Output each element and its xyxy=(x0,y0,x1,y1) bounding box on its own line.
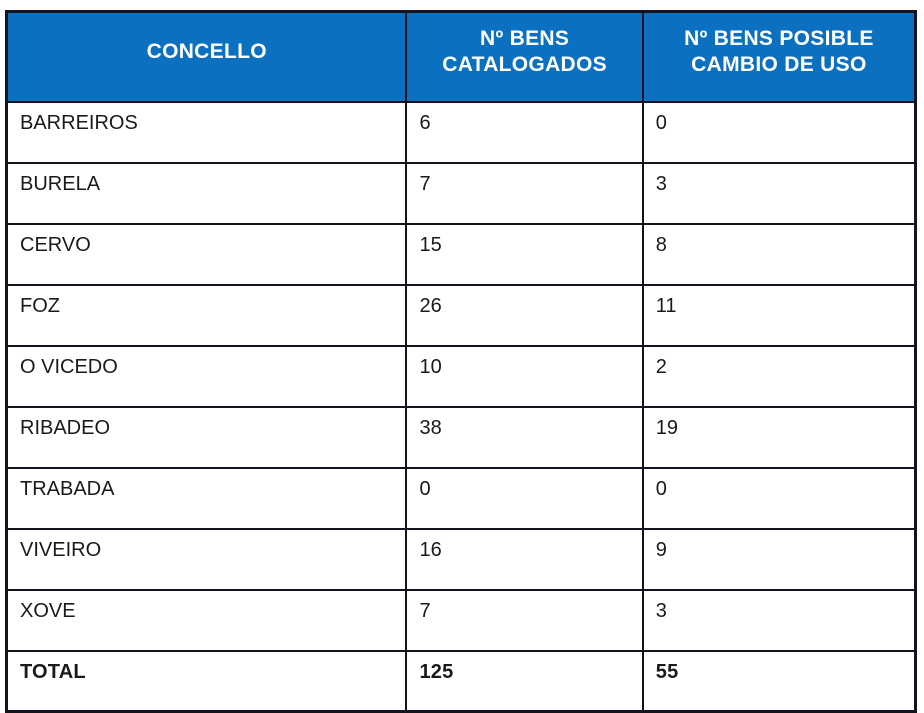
table-row: BURELA 7 3 xyxy=(5,161,917,225)
column-header-bens-catalogados: Nº BENS CATALOGADOS xyxy=(405,10,644,103)
cell-bens-catalogados: 7 xyxy=(405,588,644,652)
cell-bens-posible-cambio-uso: 3 xyxy=(641,161,917,225)
cell-bens-posible-cambio-uso: 3 xyxy=(641,588,917,652)
cell-bens-posible-cambio-uso: 11 xyxy=(641,283,917,347)
cell-bens-catalogados: 10 xyxy=(405,344,644,408)
cell-concello: BARREIROS xyxy=(5,100,408,164)
cell-bens-catalogados: 16 xyxy=(405,527,644,591)
total-bens-posible-cambio-uso-cell: 55 xyxy=(641,649,917,713)
catalog-table-container: CONCELLO Nº BENS CATALOGADOS Nº BENS POS… xyxy=(5,10,917,713)
cell-concello: TRABADA xyxy=(5,466,408,530)
cell-bens-posible-cambio-uso: 9 xyxy=(641,527,917,591)
cell-bens-catalogados: 38 xyxy=(405,405,644,469)
table-row: BARREIROS 6 0 xyxy=(5,100,917,164)
cell-bens-posible-cambio-uso: 8 xyxy=(641,222,917,286)
cell-bens-catalogados: 7 xyxy=(405,161,644,225)
cell-concello: O VICEDO xyxy=(5,344,408,408)
table-body: BARREIROS 6 0 BURELA 7 3 CERVO 15 8 FOZ … xyxy=(5,100,917,652)
column-header-concello: CONCELLO xyxy=(5,10,408,103)
cell-bens-posible-cambio-uso: 0 xyxy=(641,100,917,164)
cell-bens-posible-cambio-uso: 19 xyxy=(641,405,917,469)
table-row: CERVO 15 8 xyxy=(5,222,917,286)
cell-bens-catalogados: 26 xyxy=(405,283,644,347)
table-row: TRABADA 0 0 xyxy=(5,466,917,530)
table-row: RIBADEO 38 19 xyxy=(5,405,917,469)
table-row: FOZ 26 11 xyxy=(5,283,917,347)
cell-bens-catalogados: 6 xyxy=(405,100,644,164)
column-header-bens-posible-cambio-uso: Nº BENS POSIBLE CAMBIO DE USO xyxy=(641,10,917,103)
table-footer: TOTAL 125 55 xyxy=(5,649,917,713)
cell-concello: CERVO xyxy=(5,222,408,286)
total-label-cell: TOTAL xyxy=(5,649,408,713)
table-row: O VICEDO 10 2 xyxy=(5,344,917,408)
cell-concello: RIBADEO xyxy=(5,405,408,469)
cell-concello: VIVEIRO xyxy=(5,527,408,591)
catalog-table: CONCELLO Nº BENS CATALOGADOS Nº BENS POS… xyxy=(5,10,917,713)
cell-concello: FOZ xyxy=(5,283,408,347)
cell-bens-posible-cambio-uso: 2 xyxy=(641,344,917,408)
table-row: XOVE 7 3 xyxy=(5,588,917,652)
table-header: CONCELLO Nº BENS CATALOGADOS Nº BENS POS… xyxy=(5,10,917,103)
table-row: VIVEIRO 16 9 xyxy=(5,527,917,591)
header-row: CONCELLO Nº BENS CATALOGADOS Nº BENS POS… xyxy=(5,10,917,103)
total-row: TOTAL 125 55 xyxy=(5,649,917,713)
cell-bens-catalogados: 15 xyxy=(405,222,644,286)
cell-bens-catalogados: 0 xyxy=(405,466,644,530)
cell-concello: XOVE xyxy=(5,588,408,652)
total-bens-catalogados-cell: 125 xyxy=(405,649,644,713)
cell-bens-posible-cambio-uso: 0 xyxy=(641,466,917,530)
cell-concello: BURELA xyxy=(5,161,408,225)
